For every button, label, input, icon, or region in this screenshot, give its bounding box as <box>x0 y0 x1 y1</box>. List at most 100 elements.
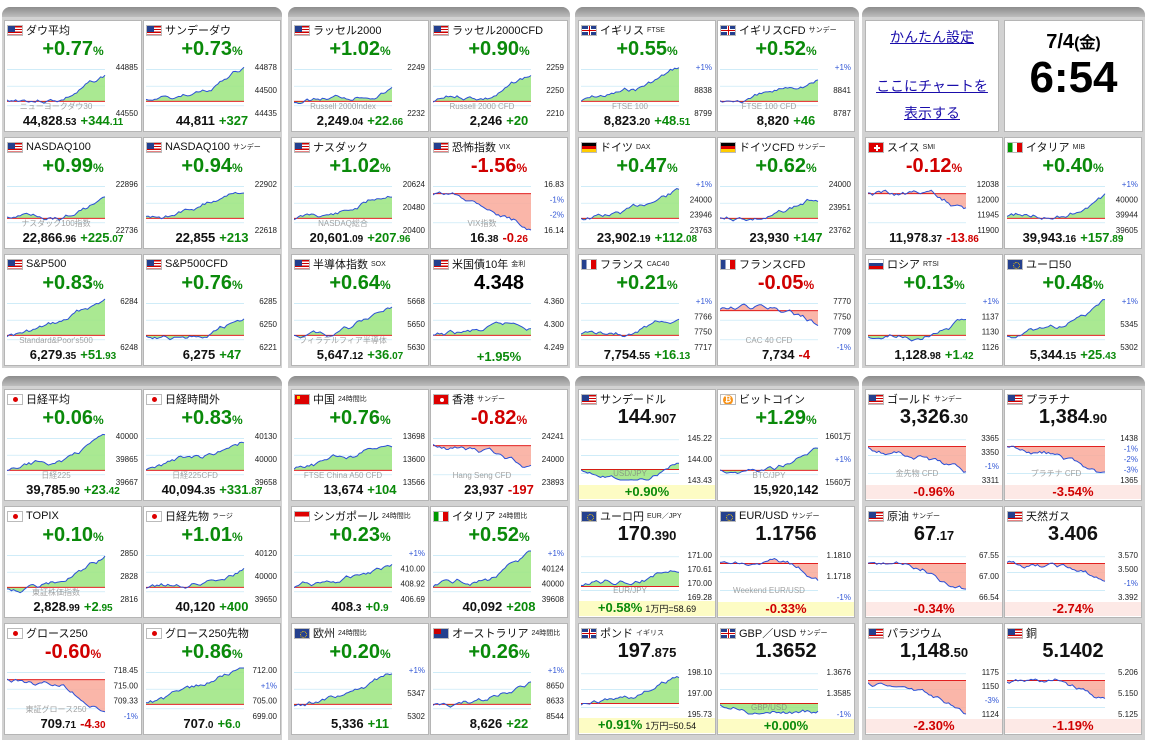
sparkline <box>7 196 106 221</box>
axis-label: 2259 <box>546 63 564 72</box>
market-tile[interactable]: ナスダック +1.02% NASDAQ総合 20624 20480 20400 20,601… <box>291 137 429 249</box>
axis-label: 5650 <box>407 320 425 329</box>
change-int: +6 <box>217 716 233 731</box>
pct-unit: % <box>516 413 528 427</box>
axis-label: 7770 <box>833 297 851 306</box>
market-tile[interactable]: シンガポール 24時間比 +0.23% +1% 410.00 408.92 406.69 40… <box>291 506 429 618</box>
chart-watermark: FTSE 100 CFD <box>742 102 797 111</box>
market-tile[interactable]: イタリア 24時間比 +0.52% +1% 40124 40000 39608 40,092 +… <box>430 506 568 618</box>
market-tile[interactable]: ドイツCFD サンデー +0.62% 24000 23951 23762 23,930 +14… <box>717 137 855 249</box>
footer-change: +225.07 <box>80 230 123 246</box>
axis-label: 67.00 <box>979 572 1000 581</box>
market-tile[interactable]: 中国 24時間比 +0.76% FTSE China A50 CFD 13698 1360… <box>291 389 429 501</box>
sparkline-fill <box>868 319 966 341</box>
market-tile[interactable]: フランスCFD -0.05% CAC 40 CFD 7770 7750 7709 -1% 7,… <box>717 254 855 366</box>
market-tile[interactable]: ドイツ DAX +0.47% +1% 24000 23946 23763 23,902.19 +… <box>578 137 716 249</box>
market-tile[interactable]: 米国債10年 金利 4.348 4.360 4.300 4.249 +1.95% <box>430 254 568 366</box>
market-tile[interactable]: プラチナ 1,384.90 プラチナ CFD 1438 -1% -2% -3% 1365 -3.… <box>1004 389 1142 501</box>
instrument-sub: サンデー <box>232 144 261 151</box>
flag-icon <box>294 393 310 405</box>
footer-price: 16 <box>470 230 485 245</box>
market-tile[interactable]: 天然ガス 3.406 3.570 3.500 -1% 3.392 -2.74% <box>1004 506 1142 618</box>
market-tile[interactable]: グロース250先物 +0.86% 712.00 +1% 705.00 699.00 707.… <box>143 623 281 735</box>
sparkline <box>433 75 532 103</box>
market-tile[interactable]: TOPIX +0.10% 東証株価指数 2850 2828 2816 2,828.99 +2.… <box>4 506 142 618</box>
sparkline-group <box>7 298 106 341</box>
market-tile[interactable]: ポンド イギリス 197.875 198.10 197.00 195.73 +0.91% 1万… <box>578 623 716 735</box>
sparkline <box>433 321 532 336</box>
axis-label: +1% <box>835 455 851 464</box>
axis-label: 13600 <box>403 455 426 464</box>
market-tile[interactable]: サンデーダウ +0.73% 44878 44500 44435 44,811 +327 <box>143 20 281 132</box>
axis-label: 44435 <box>255 109 278 117</box>
market-tile[interactable]: イタリア MIB +0.40% +1% 40000 39944 39605 39,943.16… <box>1004 137 1142 249</box>
market-tile[interactable]: フランス CAC40 +0.21% +1% 7766 7750 7717 7,754.55 +1… <box>578 254 716 366</box>
market-tile[interactable]: 恐怖指数 VIX -1.56% VIX指数 16.83 -1% -2% 16.14 16.38-… <box>430 137 568 249</box>
market-tile[interactable]: 半導体指数 SOX +0.64% フィラデルフィア半導体 5668 5650 5630 5,6… <box>291 254 429 366</box>
axis-label: 6250 <box>259 320 277 329</box>
change-int: +213 <box>219 230 249 245</box>
market-tile[interactable]: サンデードル 144.907 USD/JPY 145.22 144.00 143.43 +0… <box>578 389 716 501</box>
footer-change: +25.43 <box>1080 347 1116 363</box>
market-tile[interactable]: 銅 5.1402 5.206 5.150 5.125 -1.19% <box>1004 623 1142 735</box>
market-tile[interactable]: 日経平均 +0.06% 日経225 40000 39865 39667 39,785.90 +… <box>4 389 142 501</box>
instrument-name: イタリア <box>1026 142 1070 154</box>
market-tile[interactable]: スイス SMI -0.12% 12038 12000 11945 11900 11,978.3… <box>865 137 1003 249</box>
market-tile[interactable]: イギリスCFD サンデー +0.52% FTSE 100 CFD +1% 8841 8787… <box>717 20 855 132</box>
instrument-name: GBP／USD <box>739 628 797 640</box>
market-tile[interactable]: オーストラリア 24時間比 +0.26% +1% 8650 8633 8544 8,626 +2… <box>430 623 568 735</box>
market-tile[interactable]: ₿ ビットコイン +1.29% BTC/JPY 1601万 +1% 1560万 15,920,… <box>717 389 855 501</box>
market-tile[interactable]: EUR/USD サンデー 1.1756 Weekend EUR/USD 1.1810 1.… <box>717 506 855 618</box>
sparkline <box>7 298 106 338</box>
price-dec: .875 <box>651 645 677 660</box>
axis-label: 1175 <box>982 668 1000 677</box>
tile-footer: 40,120 +400 <box>144 600 280 616</box>
easy-settings-link[interactable]: かんたん設定 <box>890 29 974 45</box>
market-tile[interactable]: ロシア RTSI +0.13% +1% 1137 1130 1126 1,128.98 +1.4… <box>865 254 1003 366</box>
change-int: +36 <box>367 347 390 362</box>
market-tile[interactable]: 欧州 24時間比 +0.20% +1% 5347 5302 5,336 +11 <box>291 623 429 735</box>
tile-footer: 11,978.37 -13.86 <box>866 231 1002 247</box>
market-tile[interactable]: NASDAQ100 サンデー +0.94% 22902 22618 22,855 +213 <box>143 137 281 249</box>
market-tile[interactable]: イギリス FTSE +0.55% FTSE 100 +1% 8838 8799 8,823.2… <box>578 20 716 132</box>
market-tile[interactable]: S&P500 +0.83% Standard&Poor's500 6284 6248 6,… <box>4 254 142 366</box>
pct-unit: % <box>379 161 391 175</box>
market-tile[interactable]: 原油 サンデー 67.17 67.55 67.00 66.54 -0.34% <box>865 506 1003 618</box>
axis-label: +1% <box>548 549 564 558</box>
tile-header: 米国債10年 金利 <box>433 257 565 271</box>
flag-icon <box>720 510 736 522</box>
change-int: -4 <box>80 716 92 731</box>
tile-footer: 22,866.96 +225.07 <box>5 231 141 247</box>
market-tile[interactable]: 日経先物 ラージ +1.01% 40120 40000 39650 40,120 +400 <box>143 506 281 618</box>
market-tile[interactable]: S&P500CFD +0.76% 6285 6250 6221 6,275 +47 <box>143 254 281 366</box>
market-tile[interactable]: グロース250 -0.60% 東証グロース250 718.45 715.00 709.33… <box>4 623 142 735</box>
market-tile[interactable]: ラッセル2000 +1.02% Russell 2000Index 2249 2232 2… <box>291 20 429 132</box>
footer-price: 7,754 <box>603 347 637 362</box>
market-tile[interactable]: ダウ平均 +0.77% ニューヨークダウ30 44885 44550 44,828.53 +… <box>4 20 142 132</box>
market-tile[interactable]: ユーロ50 +0.48% +1% 5345 5302 5,344.15 +25.43 <box>1004 254 1142 366</box>
market-tile[interactable]: NASDAQ100 +0.99% ナスダック100指数 22896 22736 22,86… <box>4 137 142 249</box>
market-tile[interactable]: 日経時間外 +0.83% 日経225CFD 40130 40000 39658 40,094… <box>143 389 281 501</box>
price-dec: .90 <box>1088 411 1108 426</box>
chart-here-link[interactable]: ここにチャートを 表示する <box>866 73 998 127</box>
mini-chart: Russell 2000 CFD 2259 2250 2210 <box>433 63 565 117</box>
flag-icon <box>1007 258 1023 270</box>
market-tile[interactable]: ユーロ円 EUR／JPY 170.390 EUR/JPY 171.00 170.61 170… <box>578 506 716 618</box>
market-tile[interactable]: ゴールド サンデー 3,326.30 金先物 CFD 3365 3350 -1% 3311 -0… <box>865 389 1003 501</box>
pct-value: +0.20 <box>329 641 380 663</box>
change-int: +147 <box>793 230 823 245</box>
market-tile[interactable]: GBP／USD サンデー 1.3652 GBP/USD 1.3676 1.3585 -1% +… <box>717 623 855 735</box>
axis-label: 39608 <box>542 595 565 603</box>
axis-label: -1% <box>1124 445 1138 454</box>
axis-label: +1% <box>409 549 425 558</box>
market-tile[interactable]: ラッセル2000CFD +0.90% Russell 2000 CFD 2259 225… <box>430 20 568 132</box>
change-dec: .9 <box>380 603 389 614</box>
instrument-name: 天然ガス <box>1026 511 1070 523</box>
market-tile[interactable]: 香港 サンデー -0.82% Hang Seng CFD 24241 24000 23893… <box>430 389 568 501</box>
flag-icon <box>581 24 597 36</box>
pct-value: +0.10 <box>42 524 93 546</box>
footer-price: 40,092 <box>462 599 503 614</box>
market-tile[interactable]: パラジウム 1,148.50 1175 1150 -3% 1124 -2.30% <box>865 623 1003 735</box>
flag-icon <box>720 141 736 153</box>
sparkline-fill <box>7 556 105 593</box>
